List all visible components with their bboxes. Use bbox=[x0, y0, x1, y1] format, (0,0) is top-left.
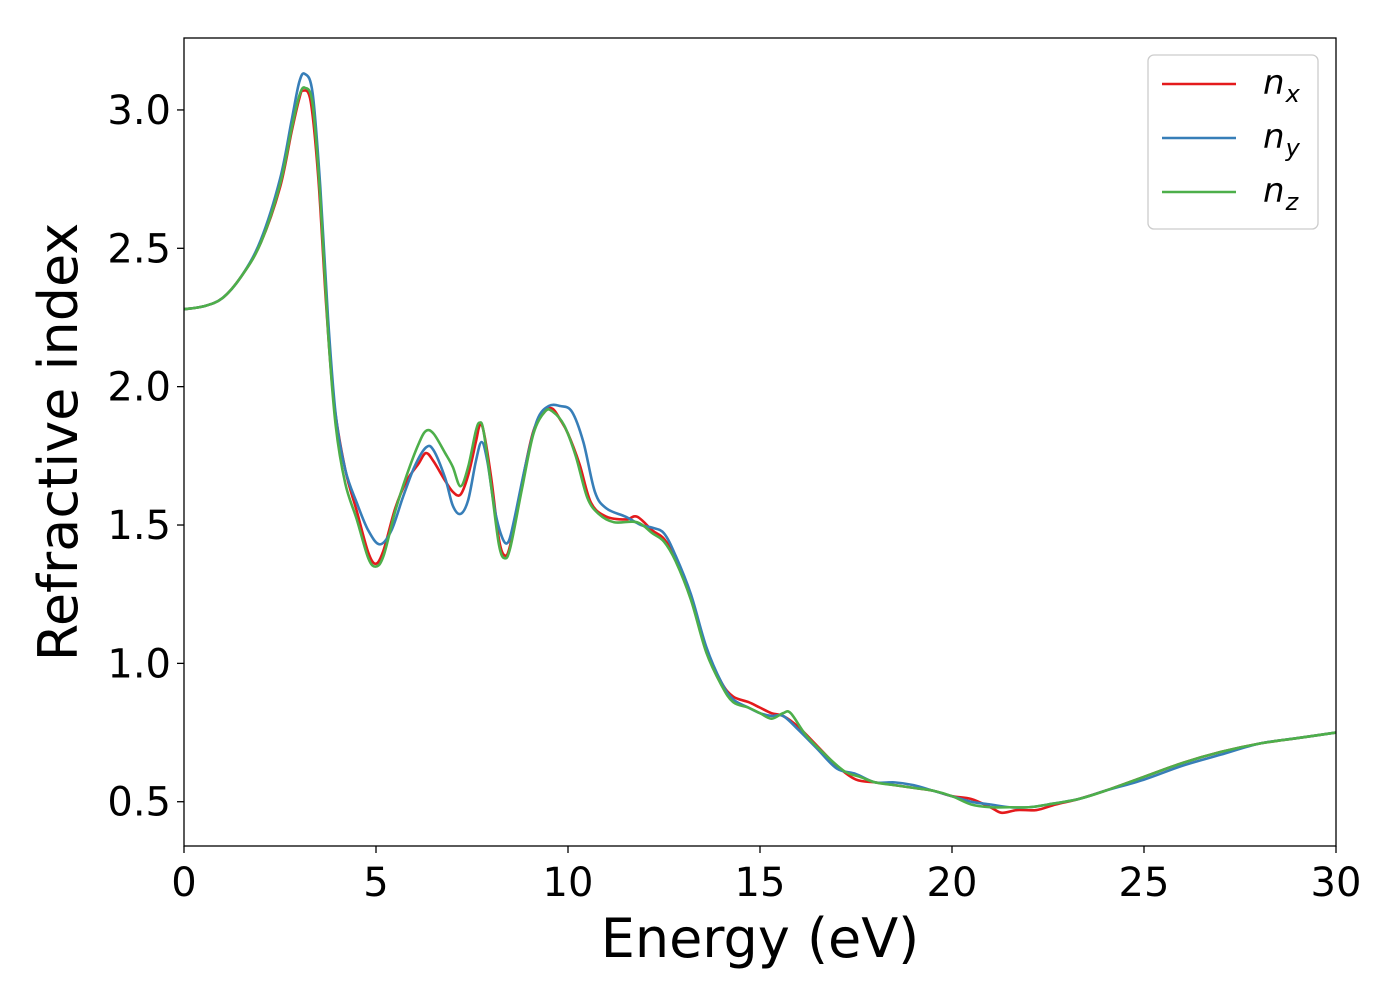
series-line-nz bbox=[184, 86, 1336, 809]
legend: nx ny nz bbox=[1147, 54, 1319, 230]
y-tick-label: 3.0 bbox=[107, 88, 171, 134]
x-tick-label: 0 bbox=[171, 860, 196, 906]
x-tick-label: 10 bbox=[543, 860, 594, 906]
y-tick-label: 0.5 bbox=[107, 780, 171, 826]
y-tick-label: 2.5 bbox=[107, 226, 171, 272]
x-tick-label: 25 bbox=[1119, 860, 1170, 906]
x-tick-label: 20 bbox=[927, 860, 978, 906]
legend-label-nx: nx bbox=[1263, 63, 1301, 108]
x-tick-label: 15 bbox=[735, 860, 786, 906]
legend-label-nz: nz bbox=[1263, 171, 1300, 216]
x-axis-ticks: 0 5 10 15 20 25 30 bbox=[171, 846, 1361, 906]
y-tick-label: 2.0 bbox=[107, 365, 171, 411]
series-layer bbox=[184, 72, 1336, 815]
y-tick-label: 1.0 bbox=[107, 641, 171, 687]
legend-box bbox=[1147, 54, 1319, 230]
x-tick-label: 30 bbox=[1311, 860, 1362, 906]
y-axis-ticks: 0.5 1.0 1.5 2.0 2.5 3.0 bbox=[107, 88, 184, 826]
y-axis-title: Refractive index bbox=[27, 223, 90, 662]
x-axis-title: Energy (eV) bbox=[601, 907, 920, 970]
legend-label-ny: ny bbox=[1263, 117, 1301, 162]
x-tick-label: 5 bbox=[363, 860, 388, 906]
y-tick-label: 1.5 bbox=[107, 503, 171, 549]
